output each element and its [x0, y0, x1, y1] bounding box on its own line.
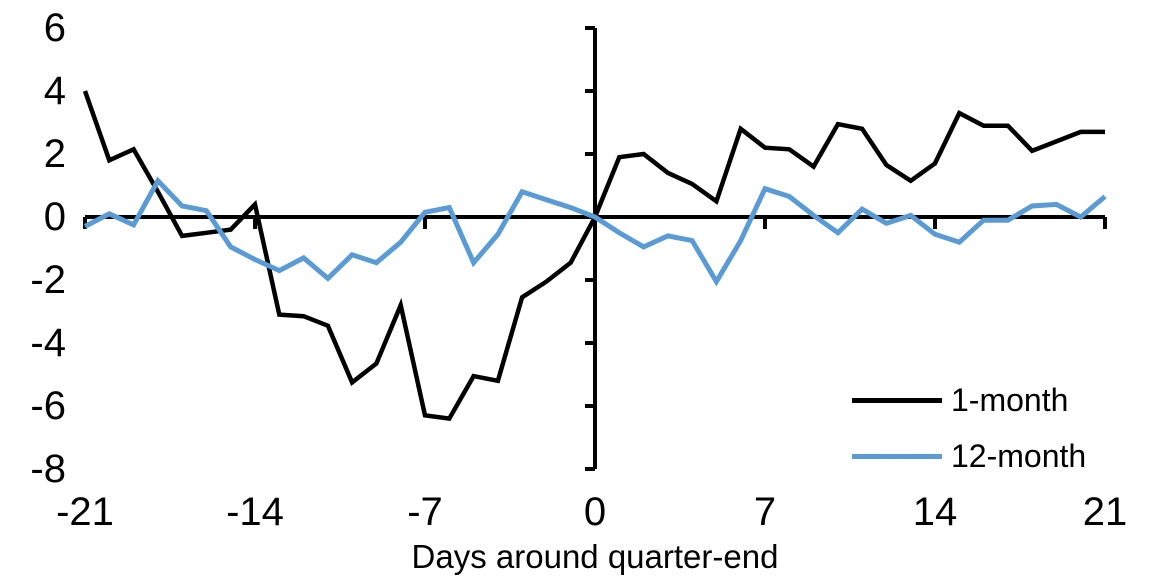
x-tick-label: 21: [1082, 490, 1128, 534]
y-tick-label: 0: [43, 195, 66, 239]
y-tick-label: -8: [30, 447, 66, 491]
x-axis-title: Days around quarter-end: [411, 538, 779, 575]
x-tick-label: -21: [56, 490, 114, 534]
x-tick-label: -7: [407, 490, 443, 534]
y-tick-label: 4: [43, 69, 66, 113]
x-tick-label: 14: [912, 490, 958, 534]
y-tick-label: 6: [43, 6, 66, 50]
y-tick-label: -4: [30, 321, 66, 365]
x-tick-label: -14: [226, 490, 284, 534]
series-line-12-month: [83, 176, 1107, 287]
y-tick-label: -6: [30, 384, 66, 428]
x-tick-label: 0: [583, 490, 607, 534]
y-tick-label: -2: [30, 258, 66, 302]
x-tick-label: 7: [753, 490, 777, 534]
y-tick-label: 2: [43, 132, 66, 176]
